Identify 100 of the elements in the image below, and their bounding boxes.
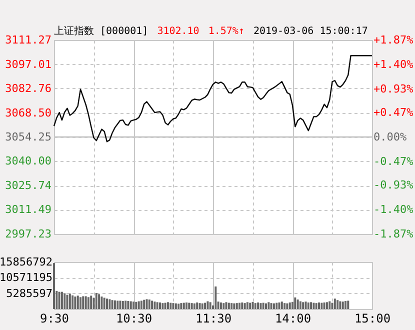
y2-tick-label: -0.47%: [374, 154, 414, 168]
bar: [292, 302, 294, 309]
bar: [225, 302, 228, 309]
bar: [334, 298, 336, 309]
bar: [342, 302, 344, 309]
bar: [174, 303, 177, 309]
chart-title: 上证指数 [000001]: [54, 26, 148, 37]
bar: [280, 302, 283, 309]
bar: [331, 302, 334, 309]
bar: [140, 300, 142, 309]
bar: [87, 297, 90, 309]
bar: [294, 297, 296, 309]
bar: [106, 298, 108, 309]
bar: [193, 303, 196, 309]
y2-tick-label: +0.93%: [374, 82, 414, 96]
bar: [164, 302, 166, 309]
bar: [209, 302, 212, 309]
bar: [68, 294, 71, 309]
bar: [244, 303, 246, 309]
bar: [233, 303, 236, 309]
bar: [166, 302, 169, 309]
y-tick-label: 3054.25: [5, 130, 52, 144]
bar: [154, 302, 156, 309]
bar: [138, 301, 140, 309]
bar: [228, 302, 230, 309]
bar: [328, 301, 331, 309]
bar: [60, 292, 63, 309]
bar: [323, 302, 326, 309]
y-tick-label: 5285597: [6, 286, 52, 300]
y-tick-label: 3082.76: [5, 82, 52, 95]
bar: [100, 296, 103, 309]
bar: [315, 303, 318, 309]
bar: [188, 302, 190, 309]
bar: [124, 300, 127, 309]
y2-tick-label: -1.87%: [374, 228, 414, 240]
bar: [268, 302, 270, 309]
bar: [284, 303, 286, 309]
bar: [180, 303, 182, 309]
y2-tick-label: 0.00%: [374, 130, 407, 144]
bar: [143, 300, 146, 309]
bar: [90, 296, 92, 309]
y-tick-label: 3040.00: [5, 154, 52, 168]
bar: [66, 294, 68, 309]
bar: [122, 300, 124, 309]
x-tick-label: 10:30: [116, 312, 152, 326]
bar: [201, 303, 204, 309]
bar: [336, 300, 339, 309]
text: 3102.10: [157, 26, 200, 37]
y2-tick-label: +1.87%: [374, 34, 414, 46]
bar: [130, 301, 132, 309]
bar: [236, 303, 238, 309]
x-tick-label: 9:30: [40, 312, 69, 326]
bar: [159, 302, 161, 309]
bar: [241, 302, 244, 309]
bar: [318, 302, 320, 309]
y2-tick-label: -1.40%: [374, 203, 414, 216]
bar: [220, 302, 222, 309]
bar: [72, 295, 74, 309]
y2-tick-label: +1.40%: [374, 58, 414, 71]
bar: [198, 303, 201, 309]
x-tick-label: 11:30: [195, 312, 232, 326]
x-tick-label: 14:00: [274, 312, 312, 326]
bar: [312, 302, 315, 309]
bar: [103, 298, 106, 309]
bar: [119, 300, 122, 309]
bar: [182, 302, 185, 309]
bar: [84, 296, 87, 309]
bar: [320, 302, 323, 309]
y-tick-label: 3068.50: [5, 106, 52, 120]
y-tick-label: 15856792: [0, 256, 52, 268]
bar: [270, 303, 272, 309]
bar: [214, 286, 217, 309]
bar: [257, 302, 260, 309]
bar: [230, 303, 233, 309]
bar: [272, 303, 275, 309]
bar: [156, 302, 158, 309]
bar: [326, 302, 328, 309]
bar: [151, 300, 154, 309]
bar: [276, 302, 278, 309]
bar: [246, 302, 248, 309]
bar: [262, 302, 264, 309]
bar: [344, 300, 346, 309]
y-tick-label: 3025.74: [5, 179, 52, 192]
bar: [347, 300, 350, 309]
bar: [238, 302, 240, 309]
bar: [178, 304, 180, 309]
bar: [146, 299, 148, 309]
bar: [286, 303, 288, 309]
bar: [204, 302, 206, 309]
bar: [132, 302, 134, 309]
bar: [186, 302, 188, 309]
bar: [116, 300, 119, 309]
text: 1.57%↑: [208, 26, 244, 37]
bar: [74, 296, 76, 309]
y2-tick-label: +0.47%: [374, 106, 414, 120]
bar: [172, 303, 174, 309]
bar: [76, 296, 79, 309]
bar: [339, 301, 342, 309]
bar: [80, 297, 82, 309]
bar: [307, 302, 310, 309]
